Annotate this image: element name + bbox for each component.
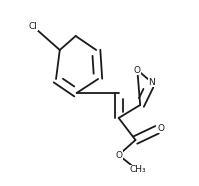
Text: N: N [148,78,155,86]
Text: O: O [115,150,122,160]
Text: O: O [157,124,164,132]
Text: Cl: Cl [28,22,37,31]
Text: O: O [134,65,141,75]
Text: CH₃: CH₃ [129,166,146,174]
